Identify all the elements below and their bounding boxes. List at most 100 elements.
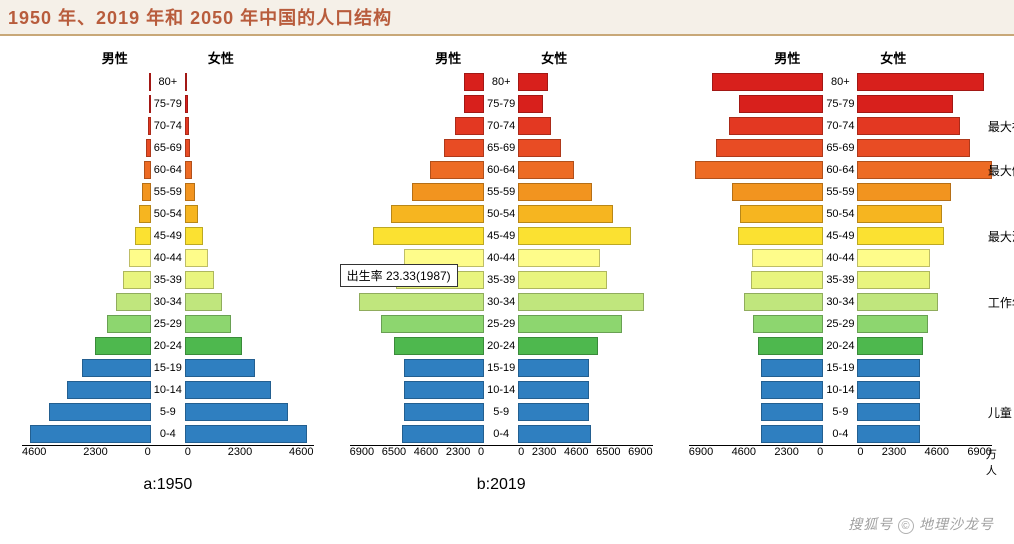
female-bar	[185, 117, 189, 135]
female-bar	[857, 95, 952, 113]
female-bar	[857, 205, 941, 223]
female-bar	[518, 403, 589, 421]
age-label: 35-39	[484, 269, 518, 291]
bar-row	[22, 423, 151, 445]
bar-row	[350, 313, 485, 335]
female-bar	[185, 249, 208, 267]
male-bar	[404, 359, 484, 377]
bar-row	[22, 137, 151, 159]
male-bar	[404, 381, 484, 399]
female-bar	[857, 161, 991, 179]
x-tick: 4600	[925, 446, 949, 458]
bar-row	[22, 313, 151, 335]
female-bar	[518, 425, 591, 443]
bar-row	[185, 379, 314, 401]
female-bar	[518, 381, 589, 399]
male-bar	[359, 293, 484, 311]
x-tick: 2300	[228, 446, 252, 458]
age-label: 0-4	[151, 423, 185, 445]
female-bar	[857, 425, 920, 443]
female-bar	[185, 293, 222, 311]
x-tick: 2300	[446, 446, 470, 458]
female-bar	[518, 183, 591, 201]
bar-row	[518, 115, 653, 137]
female-bar	[857, 249, 929, 267]
bar-row	[22, 115, 151, 137]
x-ticks-right: 023004600	[185, 446, 314, 458]
x-ticks-left: 460023000	[22, 446, 151, 458]
age-label: 15-19	[484, 357, 518, 379]
x-tick: 0	[857, 446, 863, 458]
bar-row	[22, 159, 151, 181]
age-label: 5-9	[151, 401, 185, 423]
female-bar	[857, 315, 928, 333]
age-label: 75-79	[823, 93, 857, 115]
age-label: 65-69	[151, 137, 185, 159]
male-side	[689, 71, 824, 445]
female-bar	[518, 73, 547, 91]
bar-row	[518, 71, 653, 93]
female-bar	[518, 271, 607, 289]
x-tick: 0	[518, 446, 524, 458]
bar-row	[857, 335, 992, 357]
bar-row	[857, 115, 992, 137]
female-bar	[518, 249, 600, 267]
x-tick: 4600	[22, 446, 46, 458]
bar-row	[857, 93, 992, 115]
bar-row	[185, 71, 314, 93]
bar-row	[518, 291, 653, 313]
age-label: 20-24	[823, 335, 857, 357]
gender-labels: 男性女性	[689, 48, 992, 67]
bar-row	[689, 247, 824, 269]
bar-row	[185, 181, 314, 203]
bar-row	[350, 291, 485, 313]
bar-row	[185, 291, 314, 313]
age-label: 0-4	[823, 423, 857, 445]
bar-row	[350, 379, 485, 401]
age-label: 25-29	[823, 313, 857, 335]
female-bar	[518, 337, 598, 355]
age-label: 10-14	[484, 379, 518, 401]
female-bar	[518, 139, 561, 157]
male-bar	[95, 337, 150, 355]
female-bar	[518, 117, 551, 135]
age-label: 55-59	[151, 181, 185, 203]
age-label: 25-29	[484, 313, 518, 335]
age-label: 80+	[823, 71, 857, 93]
female-bar	[185, 227, 203, 245]
bar-row	[518, 181, 653, 203]
x-tick: 4600	[414, 446, 438, 458]
male-bar	[758, 337, 823, 355]
bar-row	[689, 93, 824, 115]
watermark-copyright-icon: ©	[898, 518, 914, 534]
watermark-suffix: 地理沙龙号	[919, 516, 994, 532]
age-label: 55-59	[823, 181, 857, 203]
male-bar	[30, 425, 150, 443]
age-label: 40-44	[823, 247, 857, 269]
female-bar	[185, 315, 231, 333]
male-bar	[67, 381, 151, 399]
x-tick: 6900	[628, 446, 652, 458]
bar-row	[857, 137, 992, 159]
age-label: 25-29	[151, 313, 185, 335]
male-bar	[740, 205, 823, 223]
age-label: 65-69	[823, 137, 857, 159]
age-label: 30-34	[484, 291, 518, 313]
bar-row	[689, 379, 824, 401]
female-bar	[518, 359, 589, 377]
bar-row	[518, 379, 653, 401]
bar-row	[22, 269, 151, 291]
sub-label: a:1950	[22, 476, 314, 494]
male-bar	[455, 117, 484, 135]
age-label: 45-49	[823, 225, 857, 247]
age-label: 35-39	[823, 269, 857, 291]
bar-row	[518, 269, 653, 291]
x-axis: 460023000 023004600	[22, 445, 314, 458]
female-side	[518, 71, 653, 445]
age-label: 50-54	[823, 203, 857, 225]
age-label: 70-74	[823, 115, 857, 137]
female-bar	[185, 403, 288, 421]
age-label: 5-9	[823, 401, 857, 423]
x-tick: 6900	[689, 446, 713, 458]
male-bar	[82, 359, 151, 377]
